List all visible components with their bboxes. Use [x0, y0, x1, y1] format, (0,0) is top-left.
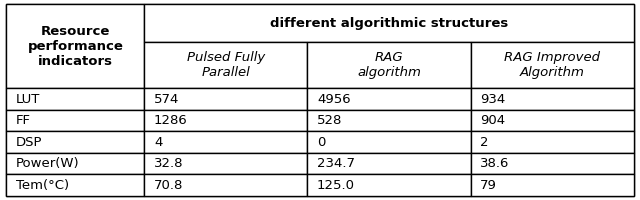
Text: RAG
algorithm: RAG algorithm: [357, 51, 421, 79]
Text: 4: 4: [154, 136, 163, 149]
Text: 2: 2: [480, 136, 488, 149]
Bar: [145, 110, 307, 131]
Bar: [307, 110, 470, 131]
Text: 934: 934: [480, 93, 506, 106]
Text: Power(W): Power(W): [16, 157, 79, 170]
Bar: [6, 110, 145, 131]
Bar: [307, 153, 470, 174]
Text: 0: 0: [317, 136, 325, 149]
Bar: [470, 88, 634, 110]
Text: 125.0: 125.0: [317, 179, 355, 192]
Bar: [307, 42, 470, 88]
Text: 38.6: 38.6: [480, 157, 509, 170]
Text: Pulsed Fully
Parallel: Pulsed Fully Parallel: [187, 51, 265, 79]
Bar: [470, 174, 634, 196]
Bar: [145, 153, 307, 174]
Text: 4956: 4956: [317, 93, 351, 106]
Text: 32.8: 32.8: [154, 157, 184, 170]
Bar: [6, 153, 145, 174]
Bar: [470, 110, 634, 131]
Bar: [470, 131, 634, 153]
Text: 79: 79: [480, 179, 497, 192]
Bar: [6, 131, 145, 153]
Bar: [6, 174, 145, 196]
Bar: [307, 131, 470, 153]
Text: Tem(°C): Tem(°C): [16, 179, 69, 192]
Bar: [145, 174, 307, 196]
Bar: [6, 88, 145, 110]
Bar: [145, 42, 307, 88]
Text: Resource
performance
indicators: Resource performance indicators: [28, 25, 124, 68]
Bar: [307, 174, 470, 196]
Text: LUT: LUT: [16, 93, 40, 106]
Text: 574: 574: [154, 93, 179, 106]
Text: FF: FF: [16, 114, 31, 127]
Text: 234.7: 234.7: [317, 157, 355, 170]
Bar: [145, 88, 307, 110]
Bar: [6, 4, 145, 88]
Text: 904: 904: [480, 114, 505, 127]
Bar: [145, 131, 307, 153]
Bar: [470, 153, 634, 174]
Text: different algorithmic structures: different algorithmic structures: [270, 17, 508, 30]
Text: 528: 528: [317, 114, 342, 127]
Text: 1286: 1286: [154, 114, 188, 127]
Text: RAG Improved
Algorithm: RAG Improved Algorithm: [504, 51, 600, 79]
Text: DSP: DSP: [16, 136, 42, 149]
Bar: [307, 88, 470, 110]
Bar: [470, 42, 634, 88]
Text: 70.8: 70.8: [154, 179, 183, 192]
Bar: [145, 4, 634, 42]
